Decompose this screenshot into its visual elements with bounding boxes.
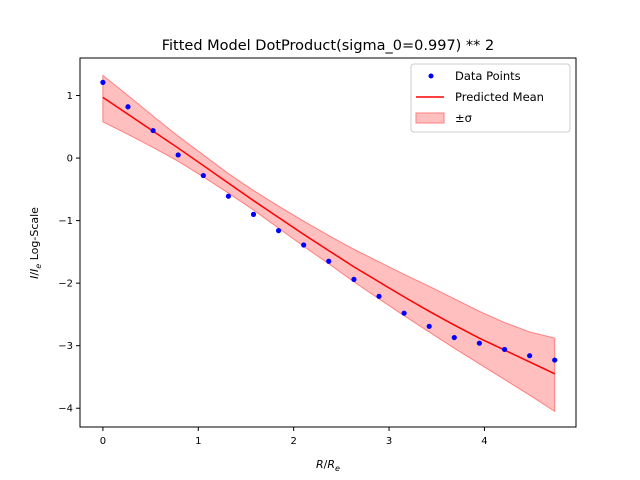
y-tick-label: 1	[67, 91, 73, 102]
data-point	[401, 310, 407, 316]
x-tick-label: 3	[386, 436, 392, 447]
data-point	[501, 346, 508, 353]
data-point	[125, 104, 131, 110]
data-point	[351, 276, 357, 282]
data-point	[476, 340, 482, 346]
data-point	[552, 357, 558, 363]
axes-frame	[79, 57, 577, 428]
sigma-band	[102, 74, 556, 413]
data-point	[301, 242, 307, 248]
x-axis-label: R/Re	[316, 458, 340, 473]
data-point	[451, 334, 457, 341]
mean-line-layer	[102, 96, 556, 375]
x-tick-label: 4	[481, 436, 487, 447]
y-tick-label: 0	[67, 154, 73, 165]
y-tick-label: −4	[58, 404, 73, 415]
y-axis-label: I/Ie Log-Scale	[28, 207, 43, 279]
data-points-layer	[100, 79, 558, 363]
x-axis-label-subscript: e	[335, 464, 340, 473]
data-point	[200, 172, 206, 179]
data-point	[250, 211, 257, 217]
y-axis-label-suffix: Log-Scale	[28, 207, 41, 264]
data-point	[527, 353, 533, 359]
legend-predicted-mean-label: Predicted Mean	[455, 90, 544, 104]
legend: Data Points Predicted Mean ±σ	[410, 63, 571, 133]
y-axis-label-subscript: e	[34, 264, 43, 269]
chart-title: Fitted Model DotProduct(sigma_0=0.997) *…	[162, 38, 495, 54]
x-tick-label: 1	[195, 436, 201, 447]
data-point	[175, 152, 181, 158]
data-point	[150, 127, 156, 134]
y-tick-label: −3	[58, 341, 73, 352]
data-point	[326, 258, 332, 264]
legend-sigma-label: ±σ	[455, 111, 472, 125]
x-tick-label: 2	[290, 436, 296, 447]
y-axis-label-denominator: I	[28, 269, 41, 272]
x-axis-label-main: R	[316, 458, 324, 471]
data-point	[376, 293, 382, 299]
data-point	[275, 228, 282, 234]
data-point	[100, 79, 106, 85]
data-point	[426, 323, 432, 329]
x-axis-label-slash: /	[324, 458, 328, 471]
legend-sigma-swatch	[415, 112, 445, 124]
y-tick-label: −1	[58, 216, 73, 227]
x-axis-label-denominator: R	[327, 458, 335, 471]
plot-area	[100, 74, 558, 413]
y-axis-label-main: I	[28, 276, 41, 279]
data-point	[225, 193, 232, 199]
y-axis-label-slash: /	[28, 272, 41, 276]
y-axis-ticks: 1 0 −1 −2 −3 −4	[58, 91, 80, 415]
x-axis-ticks: 0 1 2 3 4	[100, 427, 488, 447]
x-tick-label: 0	[100, 436, 106, 447]
legend-data-points-label: Data Points	[455, 69, 521, 83]
sigma-band-layer	[102, 74, 556, 413]
legend-data-point-marker	[428, 73, 434, 79]
predicted-mean-line	[102, 96, 556, 375]
y-tick-label: −2	[58, 279, 73, 290]
legend-frame	[410, 63, 571, 133]
